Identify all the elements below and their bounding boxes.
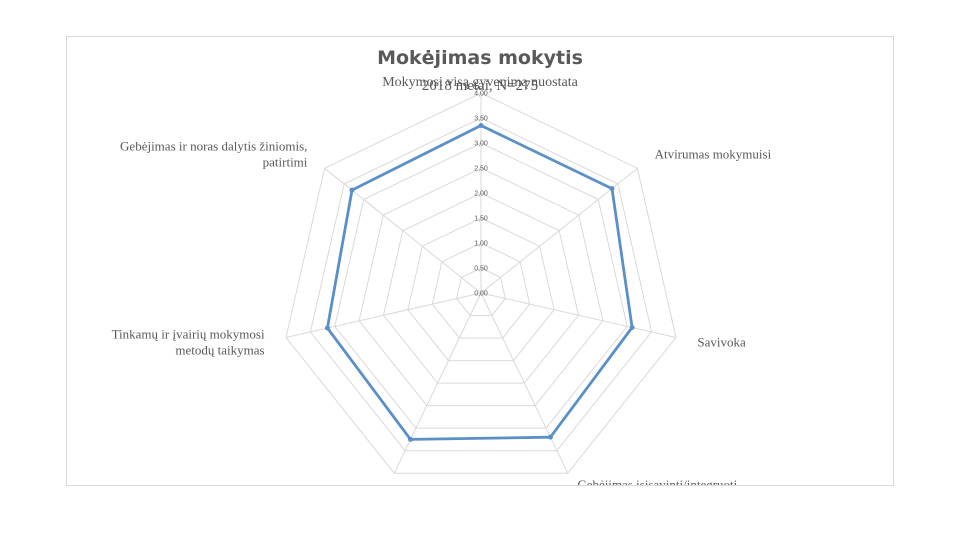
grid-spoke: [480, 292, 569, 474]
grid-ring: [334, 142, 628, 429]
chart-subtitle-year: 2018 metai, N=275: [421, 78, 539, 94]
tick-label: 3,50: [474, 116, 488, 123]
series-line: [325, 124, 634, 441]
grid-ring: [456, 267, 506, 316]
radar-chart: 0,00 0,50 1,00 1,50 2,00 2,50 3,00 3,50 4,00 Atvi…: [112, 91, 772, 486]
category-label: Taikyti įgytas žinias praktiškai: [226, 485, 385, 486]
grid-spoke: [285, 292, 482, 338]
data-point: [609, 186, 615, 192]
data-point: [349, 187, 355, 193]
grid-spoke: [480, 292, 677, 338]
chart-area: Mokėjimas mokytis Mokymosi visą gyvenimą…: [66, 36, 894, 486]
data-point: [547, 434, 553, 440]
tick-label: 0,00: [474, 291, 488, 298]
data-point: [407, 436, 413, 442]
category-label: Gebėjimas įsisavinti/integruotinaują inf…: [577, 477, 737, 486]
grid-ring: [431, 242, 531, 339]
category-label: Tinkamų ir įvairių mokymosi metodų taikym…: [112, 326, 265, 357]
category-label: Gebėjimas ir noras dalytis žiniomis, pati…: [120, 139, 308, 170]
data-point: [478, 123, 484, 128]
grid-ring: [407, 217, 555, 362]
chart-subtitle: Mokymosi visą gyvenimą nuostata: [382, 75, 578, 90]
category-label: Savivoka: [697, 334, 746, 349]
category-label: Atvirumas mokymuisi: [655, 147, 772, 162]
tick-label: 1,50: [474, 216, 488, 223]
tick-label: 2,00: [474, 191, 488, 198]
grid-ring: [309, 117, 653, 452]
grid-spoke: [393, 292, 482, 474]
grid-ring: [358, 167, 604, 407]
tick-label: 2,50: [474, 166, 488, 173]
tick-label: 4,00: [474, 91, 488, 98]
tick-label: 3,00: [474, 141, 488, 148]
data-point: [324, 325, 330, 331]
grid-ring: [382, 192, 580, 384]
tick-label: 0,50: [474, 266, 488, 273]
tick-label: 1,00: [474, 241, 488, 248]
chart-title: Mokėjimas mokytis: [377, 47, 583, 69]
grid-spoke: [324, 167, 482, 294]
data-point: [629, 324, 635, 330]
grid-ring: [285, 92, 677, 474]
